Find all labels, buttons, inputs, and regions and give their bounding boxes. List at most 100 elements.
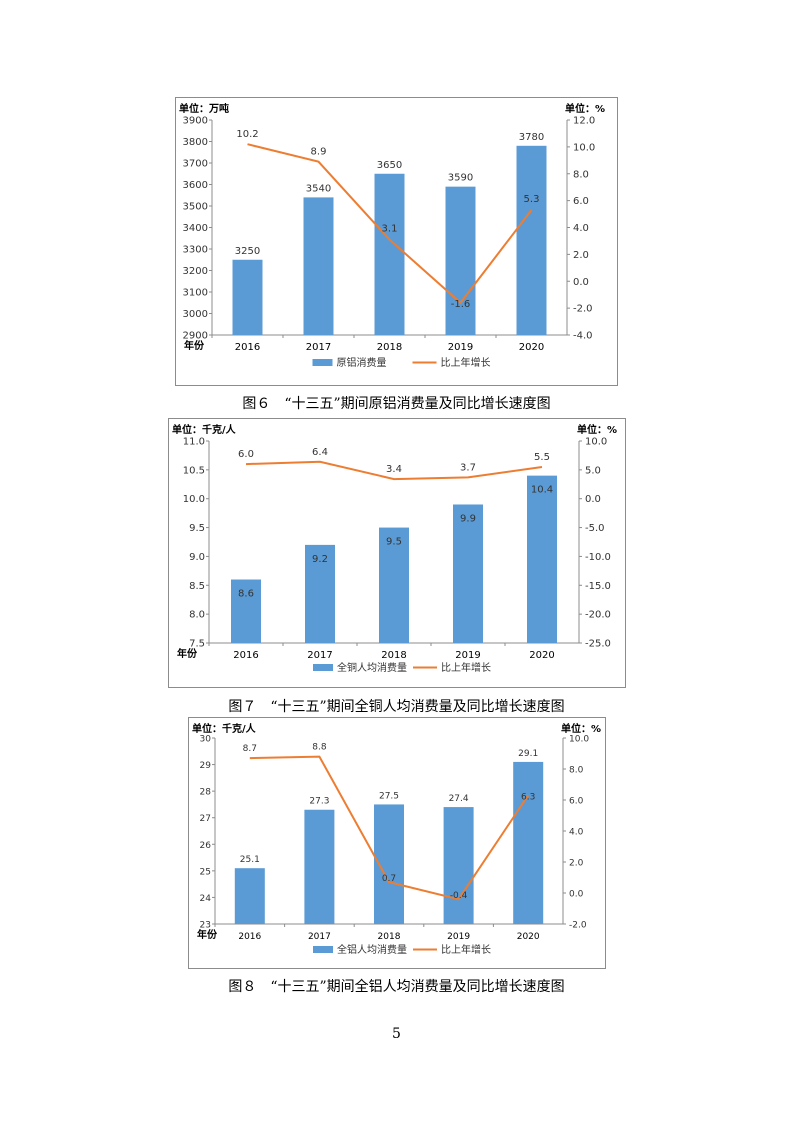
- line-series: [249, 755, 530, 901]
- bar: [379, 527, 409, 643]
- chart-svg-figure-7: 单位：千克/人 单位：% 7.5 8.0 8.5 9.0 9.5 10.0 10.5 11.0 -2…: [172, 423, 617, 674]
- y2-tick-label: 0.0: [585, 494, 601, 505]
- y2-tick-label: 6.0: [569, 797, 584, 807]
- line-data-label: 3.7: [460, 462, 476, 473]
- y2-tick-label: 4.0: [569, 828, 584, 838]
- legend-bar-label: 原铝消费量: [337, 356, 387, 369]
- y2-tick-label: 8.0: [573, 169, 589, 180]
- y2-tick-label: 4.0: [573, 223, 589, 234]
- line-series: [245, 460, 543, 481]
- y-tick-label: 3300: [183, 245, 208, 256]
- y-tick-label: 24: [200, 894, 212, 904]
- bar: [513, 761, 544, 924]
- line-data-label: 5.5: [534, 452, 550, 463]
- y2-tick-label: 10.0: [585, 437, 607, 448]
- x-tick-label: 2019: [455, 650, 480, 661]
- y-tick-label: 10.0: [183, 494, 205, 505]
- x-tick-label: 2019: [447, 932, 470, 942]
- bar: [304, 809, 335, 924]
- y2-tick-label: 2.0: [573, 250, 589, 261]
- page-number: 5: [392, 1026, 401, 1042]
- bar-data-label: 3650: [377, 160, 402, 171]
- legend-bar-label: 全铜人均消费量: [337, 661, 407, 674]
- y-axis-unit-label: 单位：万吨: [179, 102, 229, 115]
- bar: [453, 504, 483, 643]
- y2-tick-label: -4.0: [573, 331, 593, 342]
- y-tick-label: 8.5: [189, 581, 205, 592]
- y-tick-label: 3600: [183, 180, 208, 191]
- line-series: [247, 143, 533, 305]
- y-axis-unit-label: 单位：千克/人: [172, 423, 237, 436]
- x-tick-label: 2018: [381, 650, 406, 661]
- bar-data-label: 8.6: [238, 589, 254, 600]
- y2-tick-label: -10.0: [585, 552, 611, 563]
- figure-6-caption: 图６ “十三五”期间原铝消费量及同比增长速度图: [242, 396, 551, 412]
- y2-tick-label: -2.0: [573, 304, 593, 315]
- y2-tick-label: -15.0: [585, 581, 611, 592]
- y2-tick-label: 6.0: [573, 196, 589, 207]
- y-axis-unit-label: 单位：千克/人: [192, 722, 257, 735]
- bar: [234, 868, 265, 924]
- x-tick-label: 2016: [233, 650, 258, 661]
- x-tick-label: 2020: [517, 932, 540, 942]
- bar-data-label: 27.3: [309, 797, 329, 807]
- x-tick-label: 2020: [519, 342, 544, 353]
- legend-bar-swatch: [313, 664, 333, 671]
- x-tick-label: 2016: [235, 342, 260, 353]
- bar-data-label: 3780: [519, 132, 544, 143]
- legend-line-label: 比上年增长: [441, 661, 491, 674]
- line-data-label: 8.7: [243, 744, 257, 754]
- x-tick-label: 2017: [308, 932, 331, 942]
- chart-svg-figure-6: 单位：万吨 单位：% 2900 3000 3100 3200 3300 3400 3500 360…: [179, 102, 605, 369]
- y2-tick-label: 10.0: [569, 735, 589, 745]
- bar: [443, 807, 474, 924]
- line-data-label: 8.9: [311, 147, 327, 158]
- bar: [305, 544, 335, 643]
- y-tick-label: 3800: [183, 137, 208, 148]
- legend-bar-swatch: [313, 946, 333, 953]
- chart-figure-7: 单位：千克/人 单位：% 7.5 8.0 8.5 9.0 9.5 10.0 10.5 11.0 -2…: [168, 418, 626, 688]
- legend-bar-swatch: [312, 359, 333, 366]
- line-data-label: 3.4: [386, 464, 402, 475]
- line-data-label: 6.4: [312, 447, 328, 458]
- y-tick-label: 11.0: [183, 437, 205, 448]
- bar-data-label: 3590: [448, 173, 473, 184]
- x-tick-label: 2017: [307, 650, 332, 661]
- line-data-label: -0.4: [450, 891, 468, 901]
- bar: [527, 475, 557, 643]
- y-tick-label: 27: [200, 814, 211, 824]
- y-tick-label: 9.5: [189, 523, 205, 534]
- x-tick-label: 2017: [306, 342, 331, 353]
- line-data-label: 6.0: [238, 449, 254, 460]
- bar-data-label: 9.2: [312, 554, 328, 565]
- line-data-label: 6.3: [521, 792, 535, 802]
- y-tick-label: 26: [200, 841, 212, 851]
- y2-axis-unit-label: 单位：%: [577, 423, 617, 436]
- y-tick-label: 3700: [183, 159, 208, 170]
- bar: [445, 186, 476, 335]
- line-data-label: -1.6: [451, 299, 471, 310]
- chart-svg-figure-8: 单位：千克/人 单位：% 23 24 25 26 27 28 29 30 -2.0 0.0 2.0 4.0…: [192, 722, 601, 956]
- bar-data-label: 9.5: [386, 537, 402, 548]
- y-tick-label: 9.0: [189, 552, 205, 563]
- y2-tick-label: -25.0: [585, 639, 611, 650]
- line-data-label: 3.1: [382, 224, 398, 235]
- legend-line-label: 比上年增长: [441, 943, 491, 956]
- y-tick-label: 25: [200, 867, 211, 877]
- y-tick-label: 3200: [183, 266, 208, 277]
- legend-bar-label: 全铝人均消费量: [337, 943, 407, 956]
- x-tick-label: 2018: [378, 932, 401, 942]
- y2-axis-unit-label: 单位：%: [561, 722, 601, 735]
- x-axis-label: 年份: [197, 928, 218, 941]
- figure-8-caption: 图８ “十三五”期间全铝人均消费量及同比增长速度图: [228, 979, 565, 995]
- y2-tick-label: -2.0: [569, 921, 587, 931]
- x-axis-label: 年份: [177, 647, 198, 660]
- line-data-label: 10.2: [236, 129, 258, 140]
- bar-data-label: 9.9: [460, 513, 476, 524]
- line-data-label: 5.3: [524, 194, 540, 205]
- bar: [303, 197, 334, 335]
- x-tick-label: 2018: [377, 342, 402, 353]
- y2-tick-label: 0.0: [573, 277, 589, 288]
- chart-figure-8: 单位：千克/人 单位：% 23 24 25 26 27 28 29 30 -2.0 0.0 2.0 4.0…: [188, 717, 606, 969]
- line-data-label: 0.7: [382, 874, 396, 884]
